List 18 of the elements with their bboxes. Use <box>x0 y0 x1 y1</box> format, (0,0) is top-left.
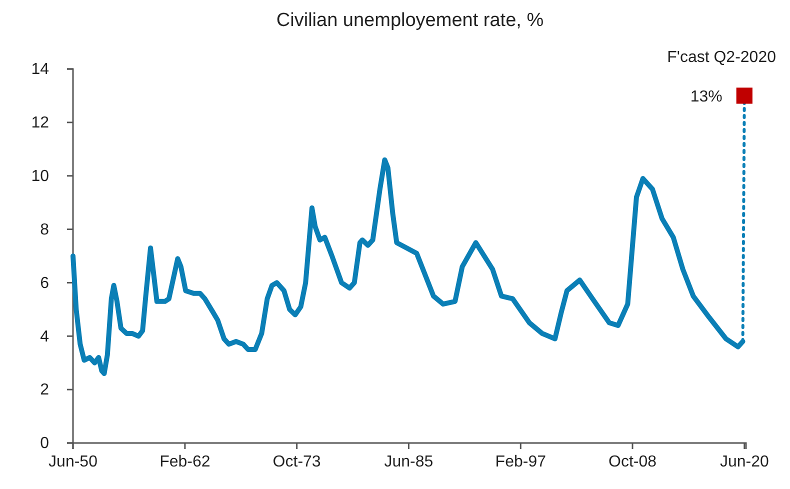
y-tick-label: 8 <box>40 221 50 238</box>
data-label: 13% <box>690 88 722 106</box>
x-tick-label: Jun-85 <box>384 453 434 470</box>
x-tick-label: Jun-20 <box>720 453 769 470</box>
y-tick-label: 6 <box>40 274 50 292</box>
x-tick-label: Feb-62 <box>160 453 210 470</box>
y-tick-label: 4 <box>40 328 50 346</box>
x-tick-label: Feb-97 <box>495 453 546 470</box>
x-tick-label: Oct-08 <box>608 453 657 470</box>
y-tick-label: 14 <box>31 61 50 78</box>
y-tick-label: 0 <box>40 435 50 452</box>
chart-title: Civilian unemployement rate, % <box>276 10 544 31</box>
y-tick-label: 12 <box>31 114 50 132</box>
x-tick-label: Jun-50 <box>48 453 98 470</box>
y-tick-label: 10 <box>31 168 50 185</box>
text: F'cast Q2-2020 <box>667 49 776 66</box>
y-tick-label: 2 <box>40 382 50 399</box>
x-tick-label: Oct-73 <box>272 453 321 470</box>
